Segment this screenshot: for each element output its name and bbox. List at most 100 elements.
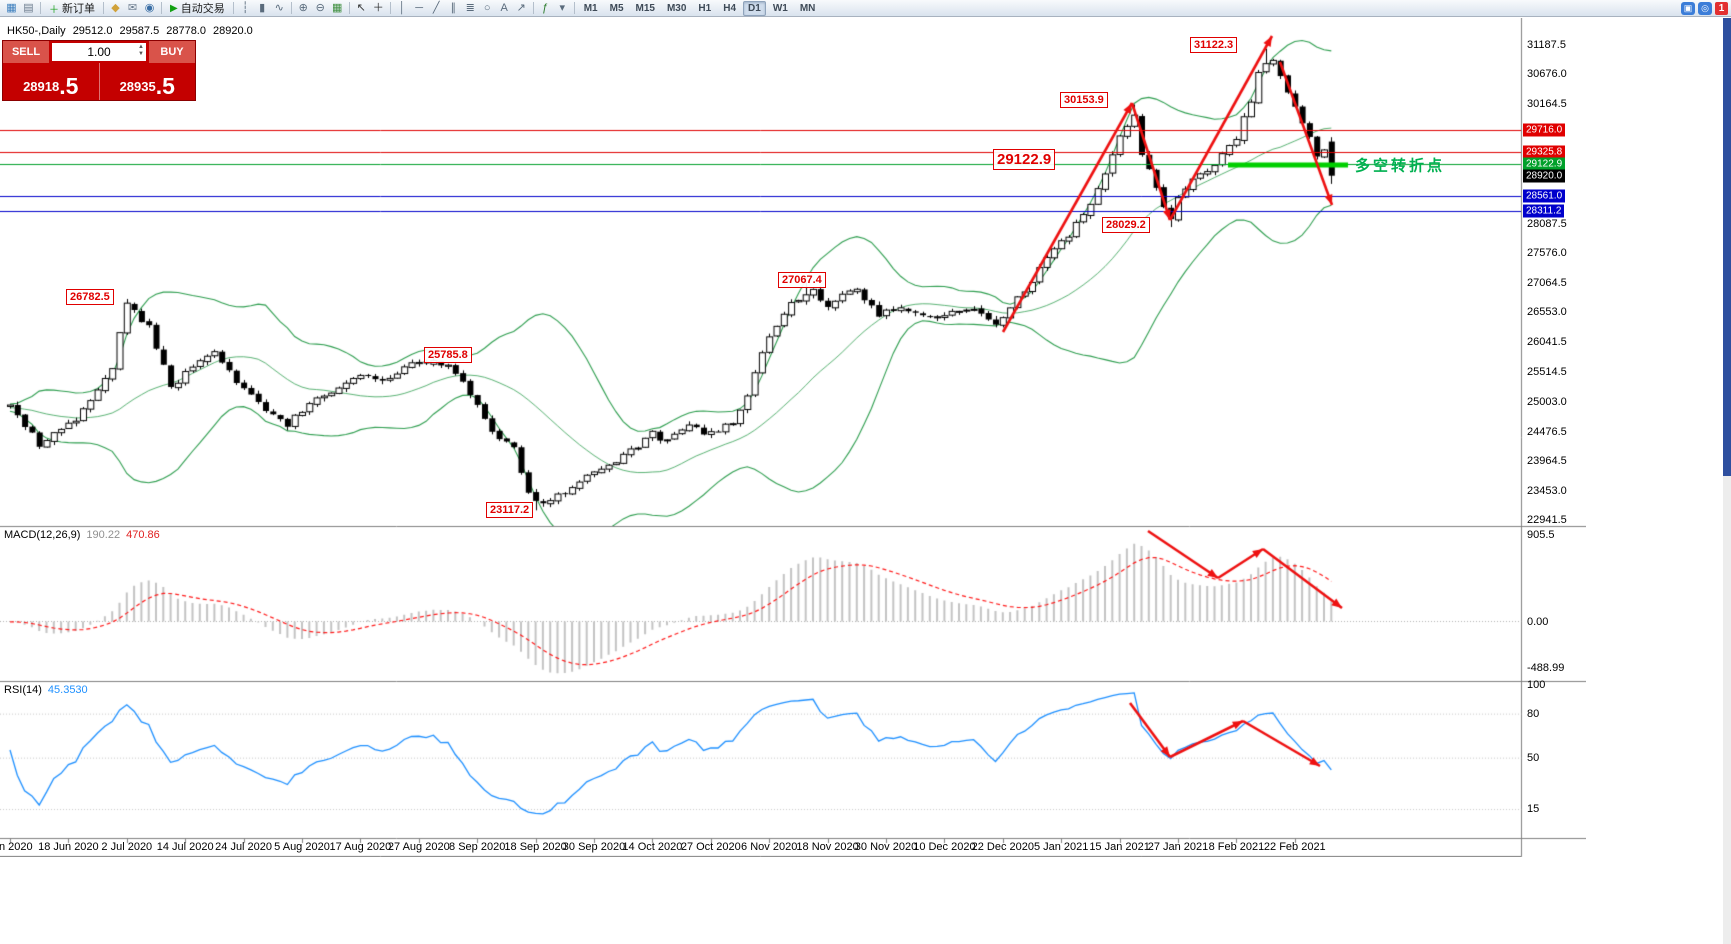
timeframe-d1[interactable]: D1	[743, 0, 766, 16]
y-axis-label: 28087.5	[1527, 217, 1567, 230]
cursor-icon[interactable]: ↖	[356, 1, 366, 14]
timeframe-m15[interactable]: M15	[635, 2, 655, 14]
macd-axis-label: 905.5	[1527, 529, 1555, 542]
new-order-button[interactable]: ＋新订单	[44, 1, 100, 16]
y-axis-label: 25003.0	[1527, 395, 1567, 408]
timeframe-mn[interactable]: MN	[799, 2, 816, 14]
sell-button[interactable]: SELL	[3, 41, 49, 63]
crosshair-icon[interactable]: ＋	[372, 1, 384, 14]
price-callout: 25785.8	[424, 347, 472, 363]
macd-axis-label: -488.99	[1527, 662, 1565, 675]
x-axis-label: 6 Nov 2020	[741, 841, 798, 853]
macd-indicator-label: MACD(12,26,9) 190.22 470.86	[4, 529, 160, 541]
y-axis-label: 25514.5	[1527, 366, 1567, 379]
quantity-field: ▲▼	[52, 43, 146, 61]
notification-badge[interactable]: 1	[1715, 1, 1728, 15]
community-icon[interactable]: ◉	[144, 1, 155, 14]
timeframe-m5[interactable]: M5	[609, 2, 624, 14]
bar-chart-icon[interactable]: ┆	[241, 1, 249, 14]
vertical-scrollbar[interactable]	[1723, 18, 1731, 944]
autotrading-button-icon: ▶	[170, 2, 178, 14]
alerts-icon[interactable]: ✉	[127, 1, 138, 14]
new-chart-icon[interactable]: ▦	[6, 1, 17, 14]
horizontal-line-icon[interactable]: ─	[415, 1, 424, 14]
price-callout: 31122.3	[1190, 37, 1238, 53]
toolbar-separator	[532, 2, 534, 14]
zoom-out-icon[interactable]: ⊖	[315, 1, 325, 14]
buy-button[interactable]: BUY	[149, 41, 195, 63]
vertical-line-icon[interactable]: │	[398, 1, 406, 14]
indicators-icon[interactable]: ƒ	[542, 1, 549, 14]
arrows-icon[interactable]: ↗	[516, 1, 526, 14]
sell-price-fraction: .5	[59, 73, 79, 99]
quantity-stepper[interactable]: ▲ ▼	[138, 44, 144, 58]
x-axis-label: 18 Sep 2020	[504, 841, 567, 853]
timeframe-m1[interactable]: M1	[583, 2, 598, 14]
x-axis-label: 27 Aug 2020	[387, 841, 450, 853]
price-callout: 29122.9	[993, 149, 1056, 170]
x-axis-label: 8 Sep 2020	[449, 841, 506, 853]
ohlc-close: 28920.0	[212, 25, 253, 37]
tile-windows-icon[interactable]: ▦	[332, 1, 343, 14]
line-chart-icon[interactable]: ∿	[274, 1, 284, 14]
price-callout: 23117.2	[486, 502, 534, 518]
x-axis-label: 14 Jul 2020	[156, 841, 214, 853]
sell-price[interactable]: 28918.5	[3, 63, 99, 100]
price-line-label: 29325.8	[1523, 145, 1566, 159]
new-order-button-icon: ＋	[49, 4, 59, 16]
timeframe-h1[interactable]: H1	[698, 2, 712, 14]
x-axis-label: 8 Feb 2021	[1208, 841, 1265, 853]
buy-price[interactable]: 28935.5	[98, 63, 196, 100]
y-axis-label: 27064.5	[1527, 276, 1567, 289]
shapes-icon[interactable]: ○	[483, 1, 491, 14]
rsi-axis-label: 15	[1527, 803, 1540, 816]
periods-dropdown-icon[interactable]: ▾	[559, 1, 565, 14]
x-axis-label: 18 Jun 2020	[38, 841, 99, 853]
y-axis-label: 22941.5	[1527, 514, 1567, 527]
x-axis-label: 24 Jul 2020	[215, 841, 273, 853]
price-line-label: 28561.0	[1523, 189, 1566, 203]
y-axis-label: 23964.5	[1527, 455, 1567, 468]
timeframe-m30[interactable]: M30	[666, 2, 687, 14]
fibonacci-icon[interactable]: ≣	[465, 1, 475, 14]
buy-price-main: 28935	[119, 79, 156, 94]
y-axis-label: 26041.5	[1527, 335, 1567, 348]
new-order-button-label: 新订单	[62, 3, 95, 15]
y-axis-label: 23453.0	[1527, 484, 1567, 497]
screenshot-icon[interactable]: ▣	[1681, 1, 1695, 15]
price-callout: 27067.4	[778, 272, 826, 288]
chart-window: HK50-,Daily 29512.0 29587.5 28778.0 2892…	[0, 18, 1586, 863]
scrollbar-thumb[interactable]	[1723, 18, 1731, 476]
autotrading-button[interactable]: ▶ 自动交易	[165, 1, 230, 16]
candlestick-chart-icon[interactable]: ▮	[259, 1, 266, 14]
timeframe-h4[interactable]: H4	[723, 2, 737, 14]
sell-price-main: 28918	[23, 79, 60, 94]
buy-price-fraction: .5	[155, 73, 175, 99]
y-axis-label: 31187.5	[1527, 38, 1566, 51]
bid-price-label: 28920.0	[1523, 169, 1566, 183]
toolbar-separator	[389, 2, 391, 14]
rsi-name: RSI(14)	[4, 684, 42, 696]
text-icon[interactable]: A	[500, 1, 508, 14]
share-icon[interactable]: ◎	[1698, 1, 1712, 15]
ohlc-low: 28778.0	[166, 25, 206, 37]
x-axis-label: 5 Aug 2020	[274, 841, 330, 853]
stepper-up-icon[interactable]: ▲	[138, 44, 144, 50]
price-line-label: 29122.9	[1523, 157, 1566, 171]
toolbar-separator	[161, 2, 162, 14]
timeframe-w1[interactable]: W1	[772, 2, 788, 14]
stepper-down-icon[interactable]: ▼	[138, 51, 144, 57]
chart-profiles-icon[interactable]: ▤	[23, 1, 34, 14]
trendline-icon[interactable]: ╱	[432, 1, 440, 14]
price-line-label: 29716.0	[1523, 123, 1566, 137]
rsi-axis-label: 50	[1527, 752, 1540, 765]
price-chart-canvas[interactable]	[0, 18, 1586, 857]
zoom-in-icon[interactable]: ⊕	[298, 1, 308, 14]
channel-icon[interactable]: ∥	[450, 1, 456, 14]
x-axis-label: 30 Nov 2020	[854, 841, 918, 853]
metaeditor-icon[interactable]: ◆	[111, 1, 120, 14]
toolbar-separator	[103, 2, 104, 14]
quantity-input[interactable]	[68, 44, 130, 60]
toolbar: ▦ ▤ ＋新订单 ◆ ✉ ◉ ▶ 自动交易 ┆ ▮ ∿ ⊕ ⊖ ▦ ↖ ＋ │ ─ ╱ ∥ ≣ ○ A ↗ ƒ ▾ M1 M5 M15 M…	[0, 0, 1731, 17]
macd-name: MACD(12,26,9)	[4, 529, 81, 541]
